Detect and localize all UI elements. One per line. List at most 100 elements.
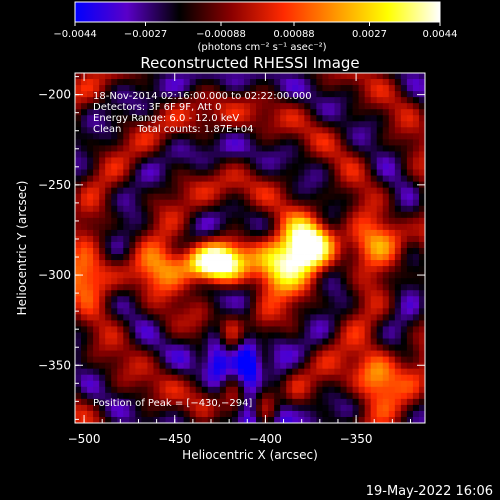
heatmap-cell: [268, 163, 275, 170]
heatmap-cell: [394, 133, 402, 140]
heatmap-cell: [298, 308, 305, 315]
heatmap-cell: [340, 127, 347, 134]
heatmap-cell: [225, 362, 233, 370]
heatmap-cell: [117, 163, 124, 170]
heatmap-cell: [75, 121, 82, 128]
heatmap-cell: [93, 344, 100, 351]
heatmap-cell: [81, 205, 88, 213]
heatmap-cell: [183, 362, 191, 370]
heatmap-cell: [111, 416, 118, 423]
heatmap-cell: [286, 356, 293, 364]
heatmap-cell: [231, 350, 239, 358]
heatmap-cell: [75, 350, 82, 358]
heatmap-cell: [418, 223, 425, 231]
heatmap-cell: [207, 127, 215, 134]
heatmap-cell: [358, 302, 366, 309]
heatmap-cell: [105, 392, 112, 400]
heatmap-cell: [189, 326, 197, 333]
heatmap-cell: [147, 314, 154, 321]
heatmap-cell: [135, 368, 142, 376]
heatmap-cell: [165, 254, 172, 261]
heatmap-cell: [183, 344, 191, 351]
heatmap-cell: [388, 332, 396, 339]
heatmap-cell: [412, 284, 420, 291]
heatmap-cell: [376, 392, 384, 400]
heatmap-cell: [292, 362, 299, 370]
heatmap-cell: [412, 314, 420, 321]
heatmap-cell: [135, 398, 142, 406]
heatmap-cell: [165, 374, 172, 382]
heatmap-cell: [274, 145, 281, 152]
heatmap-cell: [231, 404, 239, 412]
heatmap-cell: [225, 326, 233, 333]
heatmap-cell: [165, 398, 172, 406]
heatmap-cell: [123, 320, 130, 327]
heatmap-cell: [328, 404, 335, 412]
heatmap-cell: [262, 338, 269, 345]
heatmap-cell: [231, 284, 239, 291]
heatmap-cell: [274, 223, 281, 231]
heatmap-cell: [346, 410, 353, 418]
heatmap-cell: [81, 199, 88, 207]
heatmap-cell: [141, 248, 148, 255]
heatmap-cell: [382, 163, 390, 170]
heatmap-cell: [340, 91, 347, 98]
heatmap-cell: [243, 241, 251, 249]
heatmap-cell: [388, 169, 396, 176]
heatmap-cell: [340, 254, 347, 261]
heatmap-cell: [231, 272, 239, 279]
heatmap-cell: [304, 163, 311, 170]
heatmap-cell: [340, 103, 347, 110]
heatmap-cell: [135, 302, 142, 309]
heatmap-cell: [394, 73, 402, 80]
heatmap-cell: [274, 284, 281, 291]
heatmap-cell: [195, 175, 203, 183]
heatmap-cell: [352, 91, 360, 98]
heatmap-cell: [280, 145, 287, 152]
heatmap-cell: [237, 181, 245, 189]
heatmap-cell: [316, 260, 323, 267]
heatmap-cell: [388, 199, 396, 207]
heatmap-cell: [171, 404, 178, 412]
heatmap-cell: [256, 308, 263, 315]
heatmap-cell: [274, 368, 281, 376]
heatmap-cell: [364, 157, 372, 164]
heatmap-cell: [171, 193, 178, 201]
heatmap-cell: [256, 320, 263, 327]
heatmap-cell: [201, 151, 209, 158]
heatmap-cell: [75, 278, 82, 285]
heatmap-cell: [358, 187, 366, 195]
heatmap-cell: [262, 320, 269, 327]
heatmap-cell: [183, 386, 191, 394]
heatmap-cell: [352, 398, 360, 406]
heatmap-cell: [111, 260, 118, 267]
heatmap-cell: [201, 241, 209, 249]
heatmap-cell: [237, 410, 245, 418]
heatmap-cell: [147, 374, 154, 382]
heatmap-cell: [189, 199, 197, 207]
heatmap-cell: [256, 290, 263, 297]
heatmap-cell: [250, 410, 257, 418]
heatmap-cell: [165, 284, 172, 291]
heatmap-cell: [292, 410, 299, 418]
heatmap-cell: [382, 205, 390, 213]
heatmap-cell: [135, 133, 142, 140]
heatmap-cell: [165, 338, 172, 345]
heatmap-cell: [256, 302, 263, 309]
heatmap-cell: [129, 332, 136, 339]
heatmap-cell: [322, 326, 329, 333]
heatmap-cell: [334, 278, 341, 285]
heatmap-cell: [382, 223, 390, 231]
heatmap-cell: [418, 356, 425, 364]
heatmap-cell: [165, 272, 172, 279]
heatmap-cell: [213, 235, 221, 243]
heatmap-cell: [346, 332, 353, 339]
heatmap-cell: [183, 133, 191, 140]
heatmap-cell: [334, 290, 341, 297]
heatmap-cell: [418, 392, 425, 400]
heatmap-cell: [171, 398, 178, 406]
heatmap-cell: [328, 290, 335, 297]
heatmap-cell: [237, 163, 245, 170]
heatmap-cell: [87, 290, 94, 297]
heatmap-cell: [274, 193, 281, 201]
